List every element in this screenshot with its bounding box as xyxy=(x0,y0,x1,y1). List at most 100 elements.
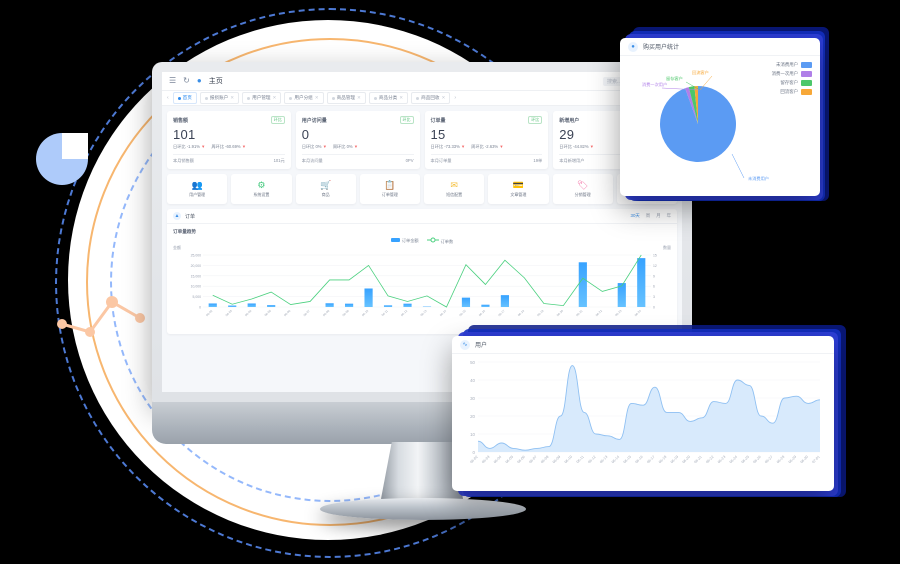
range-tab-月[interactable]: 月 xyxy=(656,213,661,218)
svg-text:15,000: 15,000 xyxy=(191,274,201,278)
shortcut-系统设置[interactable]: ⚙ 系统设置 xyxy=(231,174,292,204)
cart-icon: 🛒 xyxy=(320,179,332,190)
home-icon[interactable]: ● xyxy=(196,76,202,85)
tab-1[interactable]: 报损账户 ✕ xyxy=(199,92,240,104)
card-title: 销售额 xyxy=(173,117,189,124)
user-trend-panel: ∿ 用户 0 10 20 30 40 50 06-02 06-03 06-04 06-05 06-0… xyxy=(452,336,834,491)
shortcut-label: 短信配置 xyxy=(446,191,463,197)
range-tab-年[interactable]: 年 xyxy=(666,213,671,218)
card-footer: 本月销售额 101元 xyxy=(173,154,285,164)
svg-text:06-17: 06-17 xyxy=(497,309,505,317)
pie-legend-swatch xyxy=(801,62,812,68)
metric-primary: 日环比 0% ▼ xyxy=(301,144,327,149)
svg-text:06-20: 06-20 xyxy=(556,309,564,317)
card-foot-label: 本月访问量 xyxy=(301,158,323,163)
tab-5[interactable]: 商品分类 ✕ xyxy=(368,92,409,104)
status-badge: 环比 xyxy=(270,116,285,124)
tab-0[interactable]: 首页 xyxy=(172,92,197,104)
shortcut-label: 用户管理 xyxy=(189,191,206,197)
svg-text:06-11: 06-11 xyxy=(576,455,585,464)
shortcut-分销管理[interactable]: 🏷 分销管理 xyxy=(552,174,613,204)
close-icon[interactable]: ✕ xyxy=(314,95,319,100)
svg-text:06-12: 06-12 xyxy=(400,309,408,317)
svg-text:06-05: 06-05 xyxy=(264,309,272,317)
tab-dot-icon xyxy=(204,96,208,100)
range-tab-30天[interactable]: 30天 xyxy=(630,213,640,218)
pie-legend-item-2[interactable]: 留存客户 xyxy=(780,80,812,86)
shortcut-商品[interactable]: 🛒 商品 xyxy=(295,174,356,204)
svg-text:06-03: 06-03 xyxy=(225,309,233,317)
pie-legend-item-3[interactable]: 回流客户 xyxy=(780,89,812,95)
close-icon[interactable]: ✕ xyxy=(399,95,404,100)
order-chart-title: 订单量趋势 xyxy=(173,229,196,234)
tab-6[interactable]: 商品回收 ✕ xyxy=(411,92,451,104)
shortcut-短信配置[interactable]: ✉ 短信配置 xyxy=(424,174,485,204)
card-foot-label: 本月销售额 xyxy=(173,158,194,163)
tab-label: 用户分组 xyxy=(294,95,313,100)
svg-text:10: 10 xyxy=(470,432,475,437)
svg-text:06-26: 06-26 xyxy=(752,455,761,464)
envelope-icon: ✉ xyxy=(450,179,458,190)
close-icon[interactable]: ✕ xyxy=(441,95,446,100)
svg-text:06-13: 06-13 xyxy=(419,309,427,317)
svg-text:20: 20 xyxy=(470,414,475,419)
metric-secondary: 周环比 -60.69% ▼ xyxy=(211,144,246,149)
hamburger-icon[interactable]: ☰ xyxy=(169,76,177,85)
svg-text:06-23: 06-23 xyxy=(717,455,726,464)
svg-text:06-14: 06-14 xyxy=(439,309,447,317)
svg-text:07-01: 07-01 xyxy=(811,455,820,464)
decorative-pie-chart-icon xyxy=(36,133,88,185)
svg-text:06-16: 06-16 xyxy=(478,309,486,317)
tab-label: 用户管理 xyxy=(252,95,271,100)
stat-card-0: 销售额 环比 101 日环比 -1.91% ▼ 周环比 -60.69% ▼ 本月销售额 10… xyxy=(167,111,291,169)
pie-panel-title: 购买用户统计 xyxy=(643,45,680,51)
tab-dot-icon xyxy=(373,96,377,100)
shortcut-文章管理[interactable]: 💳 文章管理 xyxy=(488,174,549,204)
svg-text:3: 3 xyxy=(653,295,655,299)
order-panel: ▲ 订单 30天周月年 订单量趋势 订单金额 订单数 金额 数量 xyxy=(167,209,677,334)
monitor-neck xyxy=(380,442,464,504)
svg-text:回流客户: 回流客户 xyxy=(692,69,709,76)
tab-dot-icon xyxy=(289,96,293,100)
refresh-icon[interactable]: ↻ xyxy=(183,76,190,85)
svg-text:0: 0 xyxy=(473,450,476,455)
tab-3[interactable]: 用户分组 ✕ xyxy=(284,92,324,104)
svg-text:10,000: 10,000 xyxy=(191,285,201,289)
svg-text:06-28: 06-28 xyxy=(776,455,785,464)
range-tab-周[interactable]: 周 xyxy=(645,213,651,218)
dashboard-content: 销售额 环比 101 日环比 -1.91% ▼ 周环比 -60.69% ▼ 本月销售额 10… xyxy=(162,106,682,339)
card-title: 订单量 xyxy=(430,117,446,124)
tab-scroll-right-icon[interactable]: › xyxy=(454,95,457,101)
close-icon[interactable]: ✕ xyxy=(357,95,361,100)
svg-text:06-16: 06-16 xyxy=(634,455,643,464)
shortcut-订单管理[interactable]: 📋 订单管理 xyxy=(359,174,420,204)
card-metrics: 日环比 -73.33% ▼ 周环比 -2.63% ▼ xyxy=(431,144,543,150)
user-panel-title: 用户 xyxy=(475,343,488,349)
order-icon: ▲ xyxy=(173,212,181,220)
legend-item-amount[interactable]: 订单金额 xyxy=(390,238,419,244)
svg-text:15: 15 xyxy=(653,254,657,258)
svg-text:06-09: 06-09 xyxy=(552,455,561,464)
shortcut-label: 文章管理 xyxy=(510,191,527,197)
tab-4[interactable]: 商品管理 ✕ xyxy=(326,92,366,104)
svg-text:40: 40 xyxy=(470,378,475,383)
svg-text:06-06: 06-06 xyxy=(283,309,291,317)
tab-2[interactable]: 用户管理 ✕ xyxy=(242,92,282,104)
shortcut-label: 分销管理 xyxy=(574,191,591,197)
card-value: 29 xyxy=(559,127,575,142)
shortcut-用户管理[interactable]: 👥 用户管理 xyxy=(167,174,228,204)
pie-legend-item-0[interactable]: 未消费用户 xyxy=(776,62,812,68)
order-range-tabs: 30天周月年 xyxy=(631,213,672,219)
pie-legend-item-1[interactable]: 消费一次用户 xyxy=(772,71,812,77)
tab-label: 首页 xyxy=(182,95,192,100)
svg-text:06-10: 06-10 xyxy=(564,455,573,464)
card-metrics: 日环比 -44.82% ▼ xyxy=(559,144,671,150)
close-icon[interactable]: ✕ xyxy=(272,95,277,100)
svg-text:5,000: 5,000 xyxy=(193,295,202,299)
order-chart-legend: 订单金额 订单数 xyxy=(173,237,671,245)
tab-scroll-left-icon[interactable]: ‹ xyxy=(167,95,169,101)
close-icon[interactable]: ✕ xyxy=(230,95,235,100)
svg-text:06-24: 06-24 xyxy=(729,455,738,464)
card-footer: 本月新增用户 xyxy=(559,154,671,164)
legend-item-count[interactable]: 订单数 xyxy=(426,237,453,245)
